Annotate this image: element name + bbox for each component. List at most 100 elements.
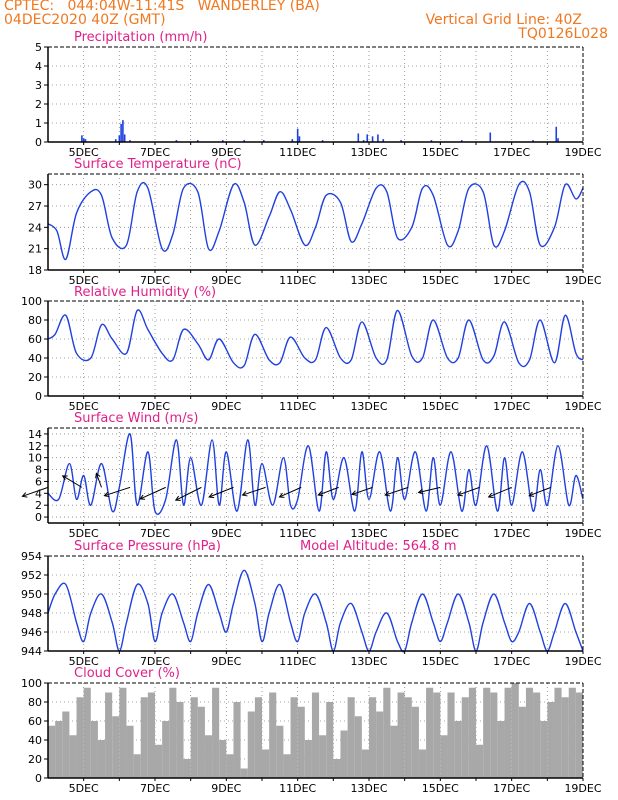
x-tick-label: 17DEC: [493, 782, 530, 795]
x-tick-label: 5DEC: [69, 527, 99, 540]
temp-line: [47, 180, 584, 261]
cloud-bar: [219, 740, 227, 778]
cloud-bar: [340, 730, 348, 778]
y-tick-label: 40: [28, 352, 42, 365]
wind-vector: [62, 475, 83, 488]
x-tick-label: 9DEC: [211, 274, 241, 287]
cloud-bar: [447, 692, 455, 778]
cloud-bar: [97, 740, 106, 778]
cloud-bar: [197, 706, 205, 778]
precip-bar: [489, 132, 492, 142]
cloud-bar: [254, 697, 262, 778]
x-tick-label: 7DEC: [140, 146, 170, 159]
cloud-bar: [426, 687, 434, 778]
y-tick-label: 12: [28, 440, 42, 453]
cloud-bar: [411, 706, 419, 778]
cloud-bar: [155, 744, 163, 778]
y-tick-label: 60: [28, 333, 42, 346]
x-tick-label: 15DEC: [422, 527, 459, 540]
cloud-bar: [319, 735, 327, 778]
model-code: TQ0126L028: [518, 26, 608, 42]
x-tick-label: 15DEC: [422, 274, 459, 287]
panel-title: Surface Pressure (hPa): [74, 539, 221, 554]
x-tick-label: 7DEC: [140, 655, 170, 668]
cloud-bar: [561, 697, 569, 778]
x-tick-label: 19DEC: [564, 274, 601, 287]
cloud-bar: [304, 740, 312, 778]
wind-vector: [139, 486, 166, 500]
run-date: 04DEC2020 40Z (GMT): [4, 12, 166, 28]
precip-bar: [377, 134, 379, 142]
cloud-bar: [540, 721, 548, 778]
cloud-bar: [147, 692, 155, 778]
cloud-bar: [326, 702, 334, 778]
cloud-bar: [533, 692, 541, 778]
cloud-bar: [525, 687, 534, 778]
y-tick-label: 2: [35, 499, 42, 512]
y-tick-label: 946: [21, 626, 42, 639]
y-tick-label: 20: [28, 753, 42, 766]
precip-bar: [82, 138, 85, 142]
precip-bar: [298, 136, 301, 142]
precip-bar: [197, 140, 199, 142]
model-altitude: Model Altitude: 564.8 m: [300, 539, 457, 554]
cloud-bar: [55, 721, 63, 778]
x-tick-label: 15DEC: [422, 782, 459, 795]
cloud-bar: [483, 687, 491, 778]
x-tick-label: 19DEC: [564, 655, 601, 668]
wind-arrowhead: [174, 495, 181, 501]
wind-arrowhead: [384, 491, 391, 497]
wind-arrowhead: [61, 475, 68, 481]
wind-vector: [488, 486, 512, 498]
precip-bar: [357, 133, 360, 142]
cloud-bar: [311, 692, 320, 778]
cloud-bar: [354, 716, 362, 778]
cloud-bar: [76, 697, 84, 778]
y-tick-label: 100: [21, 677, 42, 690]
x-tick-label: 17DEC: [493, 655, 530, 668]
x-tick-label: 13DEC: [350, 782, 387, 795]
wind-arrowhead: [278, 492, 285, 498]
x-tick-label: 13DEC: [350, 655, 387, 668]
cloud-bar: [126, 725, 134, 778]
x-tick-label: 11DEC: [279, 146, 316, 159]
precip-bar: [122, 120, 124, 142]
y-tick-label: 30: [28, 179, 42, 192]
y-tick-label: 948: [21, 607, 42, 620]
cloud-bar: [190, 697, 198, 778]
wind-arrowhead: [487, 492, 494, 498]
wind-vector: [418, 486, 441, 493]
cloud-bar: [283, 754, 291, 778]
cloud-bar: [212, 687, 220, 778]
wind-arrowhead: [317, 490, 324, 497]
cloud-bar: [547, 702, 555, 778]
cloud-bar: [105, 692, 113, 778]
panel-pressure: Surface Pressure (hPa) Model Altitude: 56…: [21, 539, 602, 668]
precip-bar: [114, 139, 117, 142]
panel-cloud: Cloud Cover (%) 0 20 40 60 80 100 5DEC 7DEC 9DEC 1…: [21, 666, 602, 795]
precip-bar: [120, 123, 122, 142]
y-tick-label: 18: [28, 264, 42, 277]
x-tick-label: 15DEC: [422, 146, 459, 159]
panel-precip: Precipitation (mm/h) 0 1 2 3 4 5 5DEC 7DEC 9DEC 11…: [35, 30, 602, 159]
x-tick-label: 17DEC: [493, 400, 530, 413]
y-tick-label: 21: [28, 243, 42, 256]
x-tick-label: 11DEC: [279, 782, 316, 795]
precip-bar: [81, 135, 83, 142]
y-tick-label: 944: [21, 645, 42, 658]
precip-bar: [175, 140, 178, 142]
y-tick-label: 1: [35, 117, 42, 130]
cloud-bar: [518, 706, 526, 778]
x-tick-label: 9DEC: [211, 782, 241, 795]
y-tick-label: 952: [21, 569, 42, 582]
x-tick-label: 13DEC: [350, 400, 387, 413]
cloud-bar: [297, 706, 305, 778]
cloud-bar: [369, 697, 377, 778]
precip-bar: [400, 140, 402, 142]
cloud-bar: [48, 725, 56, 778]
cloud-bar: [497, 721, 505, 778]
x-tick-label: 5DEC: [69, 782, 99, 795]
wind-vector: [104, 486, 131, 497]
x-tick-label: 9DEC: [211, 400, 241, 413]
cloud-bar: [119, 687, 127, 778]
